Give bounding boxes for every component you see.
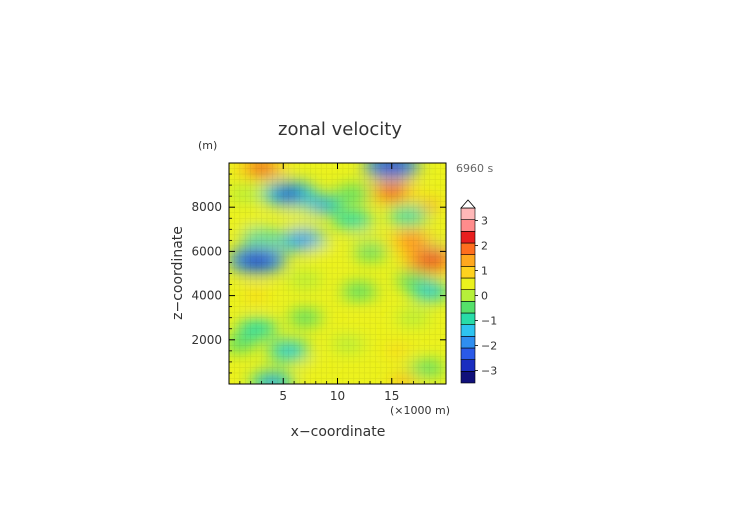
heatmap-feature-core: [260, 376, 285, 384]
x-axis: 5 10 15: [239, 163, 436, 403]
colorbar-bin: [460, 336, 476, 349]
colorbar-bin: [460, 347, 476, 360]
plot-gridlines: [229, 163, 446, 384]
heatmap-features: [229, 163, 446, 384]
heatmap-feature-core: [241, 252, 274, 268]
colorbar-bin: [460, 359, 476, 372]
colorbar-bin: [460, 301, 476, 314]
y-tick-label: 4000: [191, 289, 222, 303]
colorbar-tick-label: −2: [481, 340, 497, 353]
heatmap-feature: [408, 359, 445, 378]
heatmap-feature-core: [385, 345, 409, 357]
x-axis-label: x−coordinate: [291, 424, 386, 440]
time-label: 6960 s: [456, 162, 493, 175]
colorbar: −3 −2 −1 0 1 2 3: [460, 199, 497, 384]
y-axis: 2000 4000 6000 8000: [191, 173, 446, 374]
y-axis-label: z−coordinate: [170, 226, 186, 320]
heatmap-feature: [229, 335, 257, 353]
heatmap-feature: [305, 244, 344, 263]
y-tick-label: 6000: [191, 244, 222, 258]
heatmap-feature: [331, 335, 366, 353]
colorbar-extend-triangle: [460, 199, 476, 209]
colorbar-bin: [460, 207, 476, 220]
colorbar-bin: [460, 219, 476, 232]
heatmap-feature: [287, 271, 323, 289]
colorbar-tick-label: −3: [481, 365, 497, 378]
colorbar-tick-label: 1: [481, 265, 488, 278]
colorbar-bin: [460, 371, 476, 384]
chart-title: zonal velocity: [278, 119, 402, 140]
colorbar-bin: [460, 231, 476, 244]
colorbar-bin: [460, 289, 476, 302]
heatmap-feature: [333, 210, 374, 231]
colorbar-bin: [460, 324, 476, 337]
heatmap-feature: [335, 185, 372, 203]
colorbar-bin: [460, 242, 476, 255]
heatmap-feature-core: [273, 186, 304, 202]
y-unit-label: (m): [198, 139, 217, 152]
heatmap-feature: [352, 242, 388, 260]
heatmap-feature-core: [390, 376, 415, 384]
heatmap-feature-core: [418, 285, 441, 297]
heatmap-feature: [395, 271, 431, 289]
colorbar-tick-label: 2: [481, 240, 488, 253]
heatmap-feature: [229, 210, 266, 231]
colorbar-tick-label: 0: [481, 290, 488, 303]
heatmap-feature: [280, 208, 320, 228]
heatmap-feature: [229, 185, 264, 203]
x-tick-label: 5: [279, 389, 287, 403]
heatmap-feature: [341, 282, 377, 300]
heatmap-feature-core: [376, 184, 407, 199]
x-tick-label: 10: [330, 389, 345, 403]
heatmap-feature-core: [397, 233, 425, 247]
colorbar-bin: [460, 266, 476, 279]
heatmap-feature-core: [289, 234, 316, 247]
heatmap-feature-core: [276, 345, 301, 357]
heatmap-field: [229, 163, 446, 384]
heatmap-feature: [287, 309, 322, 327]
x-tick-label: 15: [384, 389, 399, 403]
colorbar-bin: [460, 277, 476, 290]
heatmap-feature: [396, 309, 431, 327]
colorbar-tick-label: 3: [481, 215, 488, 228]
heatmap-feature-core: [246, 163, 277, 175]
heatmap-feature: [298, 359, 337, 378]
colorbar-tick-label: −1: [481, 315, 497, 328]
colorbar-bin: [460, 312, 476, 325]
x-unit-label: (×1000 m): [390, 404, 450, 417]
heatmap-feature: [237, 319, 278, 339]
y-tick-label: 8000: [191, 200, 222, 214]
colorbar-bin: [460, 254, 476, 267]
heatmap-feature-core: [417, 199, 442, 211]
heatmap-feature-core: [309, 199, 334, 211]
heatmap-feature: [346, 319, 385, 338]
heatmap-feature-core: [244, 290, 268, 302]
y-tick-label: 2000: [191, 333, 222, 347]
heatmap-feature: [388, 206, 429, 226]
heatmap-feature-core: [415, 253, 446, 268]
